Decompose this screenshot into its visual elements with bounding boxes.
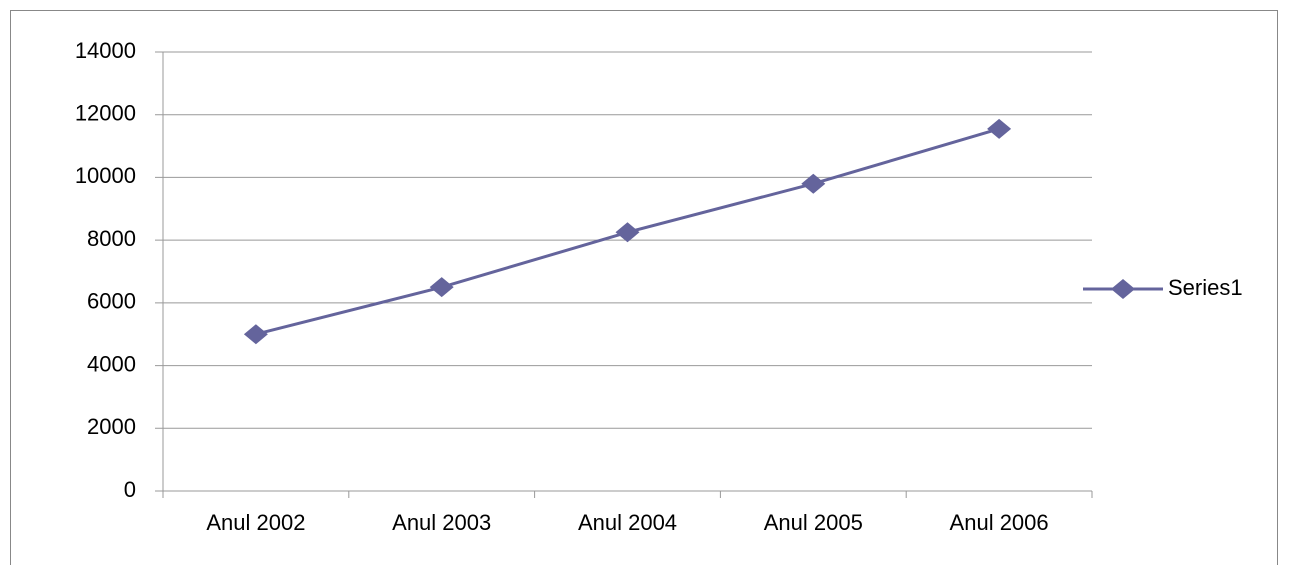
marker [801, 173, 826, 194]
y-tick-label: 0 [124, 477, 136, 502]
legend-marker [1111, 279, 1135, 299]
marker [429, 277, 454, 298]
y-tick-label: 12000 [75, 101, 136, 126]
x-tick-label: Anul 2002 [206, 510, 305, 535]
marker [615, 222, 640, 243]
x-tick-label: Anul 2006 [950, 510, 1049, 535]
x-tick-label: Anul 2005 [764, 510, 863, 535]
y-tick-label: 2000 [87, 414, 136, 439]
y-tick-label: 8000 [87, 226, 136, 251]
y-tick-label: 14000 [75, 38, 136, 63]
x-tick-label: Anul 2003 [392, 510, 491, 535]
chart-frame [10, 10, 1278, 565]
y-tick-label: 10000 [75, 163, 136, 188]
x-tick-label: Anul 2004 [578, 510, 677, 535]
y-tick-label: 4000 [87, 351, 136, 376]
marker [243, 324, 268, 345]
marker [987, 118, 1012, 139]
y-tick-label: 6000 [87, 289, 136, 314]
legend-label: Series1 [1168, 275, 1243, 300]
